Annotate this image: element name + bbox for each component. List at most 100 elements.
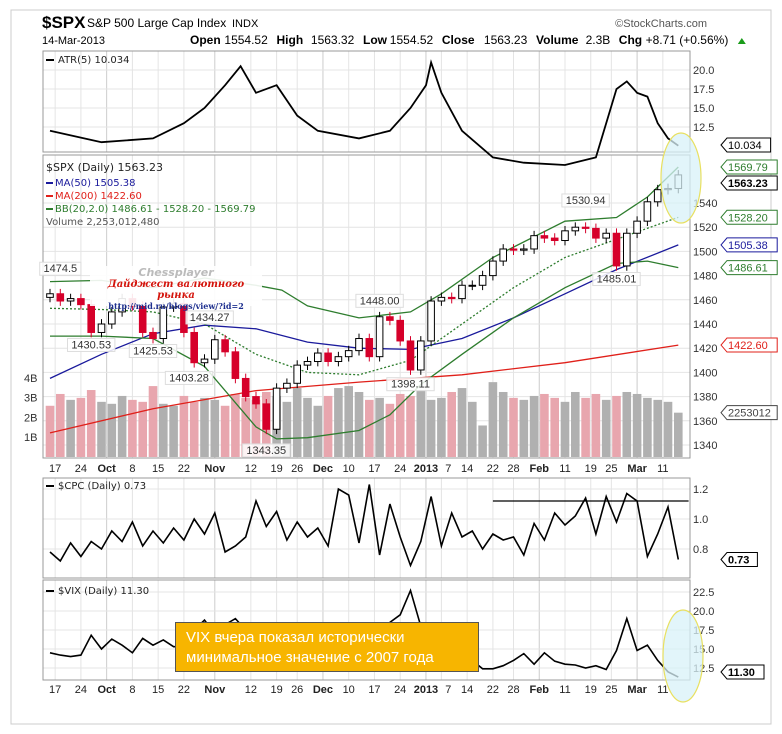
volume-axis-tick: 2B: [24, 412, 37, 424]
candle-body: [530, 235, 538, 250]
price-annotation-box: [128, 344, 178, 359]
volume-bar: [447, 391, 456, 457]
candlestick: [386, 311, 394, 326]
candlestick: [66, 293, 75, 306]
price-annotation-box: [164, 370, 214, 385]
panels: 17 24 Oct 8 15 22 Nov 12 19 26 Dec 10 17 24 2013 7 14 22 2…: [24, 50, 717, 696]
candle-body: [324, 352, 332, 363]
bb-legend-text: BB(20,2.0) 1486.61 - 1528.20 - 1569.79: [55, 204, 256, 215]
volume-bar: [128, 399, 137, 457]
date-tick-label: 19: [270, 463, 282, 475]
atr-axis-tick: 15.0: [693, 103, 714, 115]
price-axis-tick: 1460: [693, 295, 717, 307]
volume-bar: [663, 401, 673, 457]
date-tick-label: 25: [605, 463, 617, 475]
candlestick: [252, 391, 260, 409]
candle-body: [66, 298, 75, 302]
date-tick-label: Feb: [529, 684, 549, 696]
candle-body: [365, 338, 374, 358]
candlestick: [499, 244, 507, 266]
volume-bar: [426, 399, 436, 457]
volume-badge: 2253012: [728, 408, 771, 420]
candle-body: [314, 352, 322, 363]
volume-bar: [612, 395, 621, 457]
date-tick-label: Nov: [204, 684, 226, 696]
date-tick-label: 12: [245, 684, 257, 696]
date-tick-label: 11: [559, 463, 570, 475]
date-tick-label: 24: [394, 463, 406, 475]
volume-bar: [581, 397, 590, 457]
candle-body: [633, 220, 641, 234]
candlestick: [355, 333, 363, 356]
date-tick-label: Oct: [97, 463, 116, 475]
date-tick-label: 24: [75, 684, 87, 696]
date-tick-label: Mar: [627, 684, 647, 696]
price-badge-box: [720, 337, 778, 353]
candle-body: [437, 296, 446, 302]
volume-bar: [117, 395, 127, 457]
price-badge: 1422.60: [728, 340, 768, 352]
candle-body: [592, 227, 600, 239]
volume-bar: [344, 386, 353, 457]
candle-body: [77, 298, 85, 306]
cpc-line: [49, 484, 680, 568]
date-tick-label: Mar: [627, 463, 647, 475]
price-badge-box: [720, 175, 778, 191]
date-tick-label: Oct: [97, 684, 116, 696]
volume-bar: [365, 399, 374, 457]
volume-bar: [56, 393, 65, 457]
price-annotation: 1485.01: [597, 274, 637, 286]
date-tick-label: 12: [245, 463, 257, 475]
price-annotation-box: [67, 337, 116, 352]
date-tick-label: 28: [507, 463, 519, 475]
candlestick: [633, 216, 641, 239]
date-tick-label: 24: [394, 684, 406, 696]
price-annotation: 1474.5: [43, 263, 77, 275]
candlestick: [324, 348, 332, 367]
date-tick-label: 2013: [414, 463, 438, 475]
candle-body: [108, 311, 116, 325]
candle-body: [211, 339, 219, 360]
cpc-last-badge-box: [720, 552, 758, 567]
price-badge: 1569.79: [728, 162, 768, 174]
date-tick-label: 19: [585, 684, 597, 696]
volume-badge-box: [720, 405, 778, 421]
candlestick: [56, 288, 65, 306]
volume-bar: [159, 403, 168, 457]
candlestick: [365, 333, 374, 362]
candle-body: [252, 396, 260, 405]
cpc-axis-tick: 1.0: [693, 514, 708, 526]
candle-body: [489, 260, 497, 277]
volume-bar: [498, 391, 508, 457]
price-axis-tick: 1360: [693, 416, 717, 428]
symbol: $SPX: [42, 13, 86, 32]
chart-marks-over: 10.034 1569.79 1563.23 1528.20 1505.38 1486.6…: [720, 137, 778, 680]
ohlc-volume-value: 2.3B: [586, 33, 611, 47]
cpc-last-badge: 0.73: [728, 555, 749, 567]
price-axis-tick: 1500: [693, 246, 717, 258]
price-annotation-box: [39, 261, 82, 276]
atr-panel-border: [42, 50, 691, 153]
volume-bar: [210, 399, 220, 457]
price-badge: 1505.38: [728, 240, 768, 252]
candlestick: [571, 222, 580, 236]
candlestick: [293, 360, 301, 389]
candle-body: [458, 284, 466, 300]
candle-body: [581, 226, 590, 229]
candle-body: [602, 232, 611, 239]
vix-legend: $VIX (Daily) 11.30: [46, 586, 149, 597]
volume-bar: [231, 393, 240, 457]
price-annotation: 1430.53: [71, 339, 111, 351]
price-panel-border: [42, 154, 691, 459]
ohlc-low-label: Low: [363, 33, 388, 47]
volume-bar: [148, 386, 158, 457]
date-tick-label: 15: [152, 684, 164, 696]
candle-body: [46, 293, 54, 298]
ma50-legend-text: MA(50) 1505.38: [55, 178, 136, 189]
date-tick-label: 17: [368, 684, 380, 696]
ohlc-volume-label: Volume: [536, 33, 579, 47]
cpc-axis-tick: 1.2: [693, 484, 708, 496]
callout-line-2: минимальное значение с 2007 года: [186, 649, 434, 666]
candle-body: [478, 275, 487, 286]
volume-bar: [169, 405, 178, 457]
